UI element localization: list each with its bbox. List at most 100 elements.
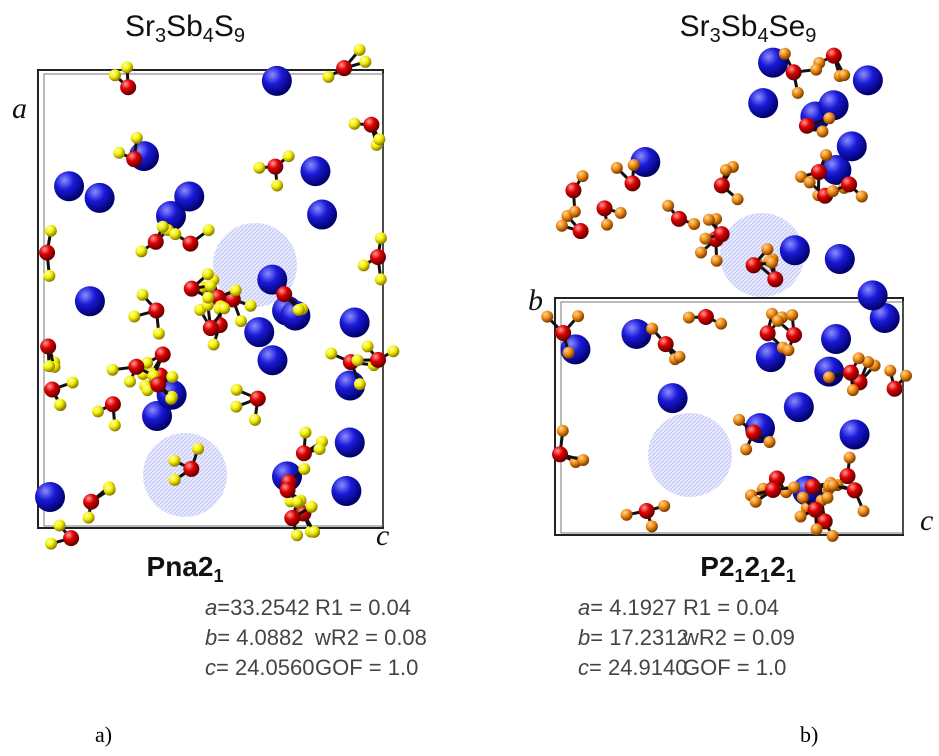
chalcogen-atom [373, 133, 385, 145]
chalcogen-atom [231, 384, 243, 396]
chalcogen-atom [358, 259, 370, 271]
space-group-part: 1 [760, 566, 770, 586]
axis-length: = 4.1927 [590, 595, 676, 620]
sb-atom [63, 530, 79, 546]
sr-atom [262, 66, 292, 96]
chalcogen-atom [168, 455, 180, 467]
panel-label: a) [95, 722, 112, 747]
chalcogen-atom [772, 315, 784, 327]
chalcogen-atom [83, 512, 95, 524]
axis-label: c [376, 519, 389, 552]
formula-part: 4 [203, 25, 214, 47]
chalcogen-atom [699, 233, 711, 245]
formula-part: 9 [805, 25, 816, 47]
chalcogen-atom [136, 289, 148, 301]
chalcogen-atom [569, 206, 581, 218]
chalcogen-atom [362, 340, 374, 352]
sb-atom [746, 425, 762, 441]
formula-part: 4 [757, 25, 768, 47]
sr-atom [300, 156, 330, 186]
sr-atom [821, 324, 851, 354]
space-group-part: P2 [700, 551, 734, 582]
sb-atom [565, 182, 581, 198]
formula-part: Sb [166, 10, 203, 43]
axis-symbol: c [578, 655, 589, 680]
sr-atom [837, 131, 867, 161]
chalcogen-atom [291, 529, 303, 541]
chalcogen-atom [169, 474, 181, 486]
sb-atom [126, 151, 142, 167]
chalcogen-atom [230, 401, 242, 413]
chalcogen-atom [322, 71, 334, 83]
chalcogen-atom [169, 228, 181, 240]
chalcogen-atom [202, 268, 214, 280]
chalcogen-atom [646, 520, 658, 532]
chalcogen-atom [54, 519, 66, 531]
chalcogen-atom [577, 454, 589, 466]
sb-atom [625, 175, 641, 191]
chalcogen-atom [298, 463, 310, 475]
space-group: Pna21 [147, 551, 224, 586]
space-group-part: 1 [786, 566, 796, 586]
sb-atom [370, 352, 386, 368]
cell-parameter: c= 24.0560 [205, 655, 314, 680]
space-group-part: Pna2 [147, 551, 214, 582]
chalcogen-atom [816, 126, 828, 138]
sb-atom [370, 249, 386, 265]
chalcogen-atom [795, 511, 807, 523]
chalcogen-atom [124, 376, 136, 388]
chalcogen-atom [853, 352, 865, 364]
refinement-stat: R1 = 0.04 [315, 595, 411, 620]
chalcogen-atom [900, 370, 912, 382]
chalcogen-atom [354, 378, 366, 390]
chalcogen-atom [348, 118, 360, 130]
chalcogen-atom [293, 304, 305, 316]
chalcogen-atom [325, 348, 337, 360]
chalcogen-atom [556, 220, 568, 232]
chalcogen-atom [230, 284, 242, 296]
axis-length: =33.2542 [217, 595, 309, 620]
cell-parameter: c= 24.9140 [578, 655, 687, 680]
sb-atom [267, 159, 283, 175]
sr-atom [85, 183, 115, 213]
figure: Sr3Sb4S9acPna21a=33.2542R1 = 0.04b= 4.08… [0, 0, 939, 756]
chalcogen-atom [109, 69, 121, 81]
chalcogen-atom [823, 112, 835, 124]
axis-label: a [12, 92, 27, 125]
refinement-stat: wR2 = 0.09 [682, 625, 795, 650]
sb-atom [250, 391, 266, 407]
chalcogen-atom [662, 200, 674, 212]
axis-symbol: a [578, 595, 590, 620]
chalcogen-atom [761, 243, 773, 255]
sb-atom [203, 320, 219, 336]
sr-atom [780, 235, 810, 265]
chalcogen-atom [797, 492, 809, 504]
cell-parameter: b= 17.2312 [578, 625, 689, 650]
chalcogen-atom [541, 311, 553, 323]
chalcogen-atom [375, 232, 387, 244]
sr-atom [54, 171, 84, 201]
space-group-part: 1 [735, 566, 745, 586]
refinement-stat: GOF = 1.0 [683, 655, 786, 680]
sb-atom [555, 325, 571, 341]
chalcogen-atom [673, 351, 685, 363]
chalcogen-atom [153, 328, 165, 340]
chalcogen-atom [563, 347, 575, 359]
unit-cell [555, 298, 903, 535]
chalcogen-atom [113, 147, 125, 159]
sb-atom [39, 245, 55, 261]
chalcogen-atom [847, 384, 859, 396]
space-group-part: 1 [213, 566, 223, 586]
chalcogen-atom [271, 180, 283, 192]
chalcogen-atom [92, 405, 104, 417]
chalcogen-atom [788, 481, 800, 493]
highlight [143, 433, 227, 517]
sr-atom [658, 383, 688, 413]
sb-atom [183, 461, 199, 477]
structure [35, 44, 399, 550]
sr-atom [853, 65, 883, 95]
chalcogen-atom [838, 69, 850, 81]
chalcogen-atom [823, 371, 835, 383]
sb-atom [44, 382, 60, 398]
sb-atom [698, 309, 714, 325]
